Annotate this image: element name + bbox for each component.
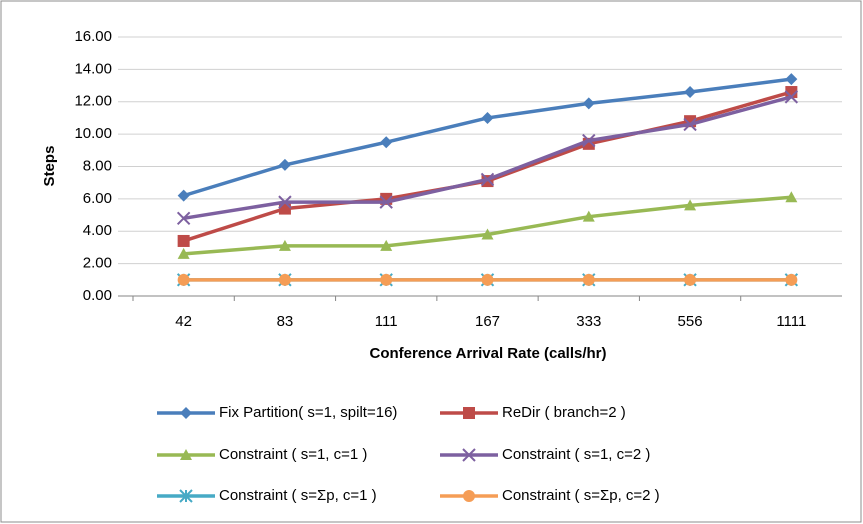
- marker: [582, 210, 595, 222]
- marker: [582, 133, 596, 148]
- marker: [481, 228, 494, 240]
- y-tick-label: 2.00: [83, 255, 112, 272]
- marker: [784, 90, 799, 104]
- x-axis-title: Conference Arrival Rate (calls/hr): [369, 345, 606, 362]
- legend-label: ReDir ( branch=2 ): [502, 404, 626, 421]
- marker: [177, 247, 190, 259]
- marker: [463, 407, 475, 419]
- marker: [481, 111, 494, 124]
- y-tick-label: 14.00: [74, 60, 112, 77]
- marker: [177, 234, 190, 247]
- marker: [684, 86, 697, 99]
- x-tick-label: 167: [475, 313, 500, 330]
- legend-label: Constraint ( s=Σp, c=1 ): [219, 487, 377, 504]
- y-tick-label: 8.00: [83, 157, 112, 174]
- marker: [179, 489, 193, 503]
- marker: [380, 273, 393, 286]
- marker: [582, 97, 595, 110]
- marker: [176, 211, 191, 226]
- marker: [278, 195, 292, 209]
- marker: [785, 191, 798, 203]
- y-tick-label: 4.00: [83, 222, 112, 239]
- y-tick-label: 12.00: [74, 93, 112, 110]
- y-tick-label: 6.00: [83, 190, 112, 207]
- x-tick-label: 1111: [776, 313, 806, 330]
- marker: [379, 195, 393, 209]
- x-tick-label: 333: [576, 313, 601, 330]
- marker: [481, 273, 494, 286]
- y-tick-label: 10.00: [74, 125, 112, 142]
- marker: [278, 158, 291, 171]
- marker: [380, 239, 393, 251]
- y-axis-title: Steps: [41, 146, 58, 187]
- marker: [480, 172, 495, 187]
- x-tick-label: 556: [678, 313, 703, 330]
- x-tick-label: 42: [175, 313, 192, 330]
- marker: [180, 449, 192, 460]
- x-tick-label: 111: [375, 313, 398, 330]
- marker: [582, 273, 595, 286]
- marker: [463, 490, 475, 502]
- marker: [278, 239, 291, 251]
- marker: [177, 189, 190, 202]
- marker: [380, 136, 393, 149]
- marker: [180, 407, 192, 419]
- marker: [785, 273, 798, 286]
- marker: [177, 273, 190, 286]
- marker: [462, 448, 476, 462]
- legend-label: Constraint ( s=1, c=2 ): [502, 446, 650, 463]
- marker: [278, 273, 291, 286]
- legend-label: Constraint ( s=1, c=1 ): [219, 446, 367, 463]
- marker: [785, 73, 798, 86]
- marker: [684, 273, 697, 286]
- x-tick-label: 83: [277, 313, 294, 330]
- y-tick-label: 0.00: [83, 287, 112, 304]
- legend-label: Fix Partition( s=1, spilt=16): [219, 404, 397, 421]
- marker: [684, 199, 697, 211]
- marker: [683, 117, 697, 132]
- legend-label: Constraint ( s=Σp, c=2 ): [502, 487, 660, 504]
- y-tick-label: 16.00: [74, 28, 112, 45]
